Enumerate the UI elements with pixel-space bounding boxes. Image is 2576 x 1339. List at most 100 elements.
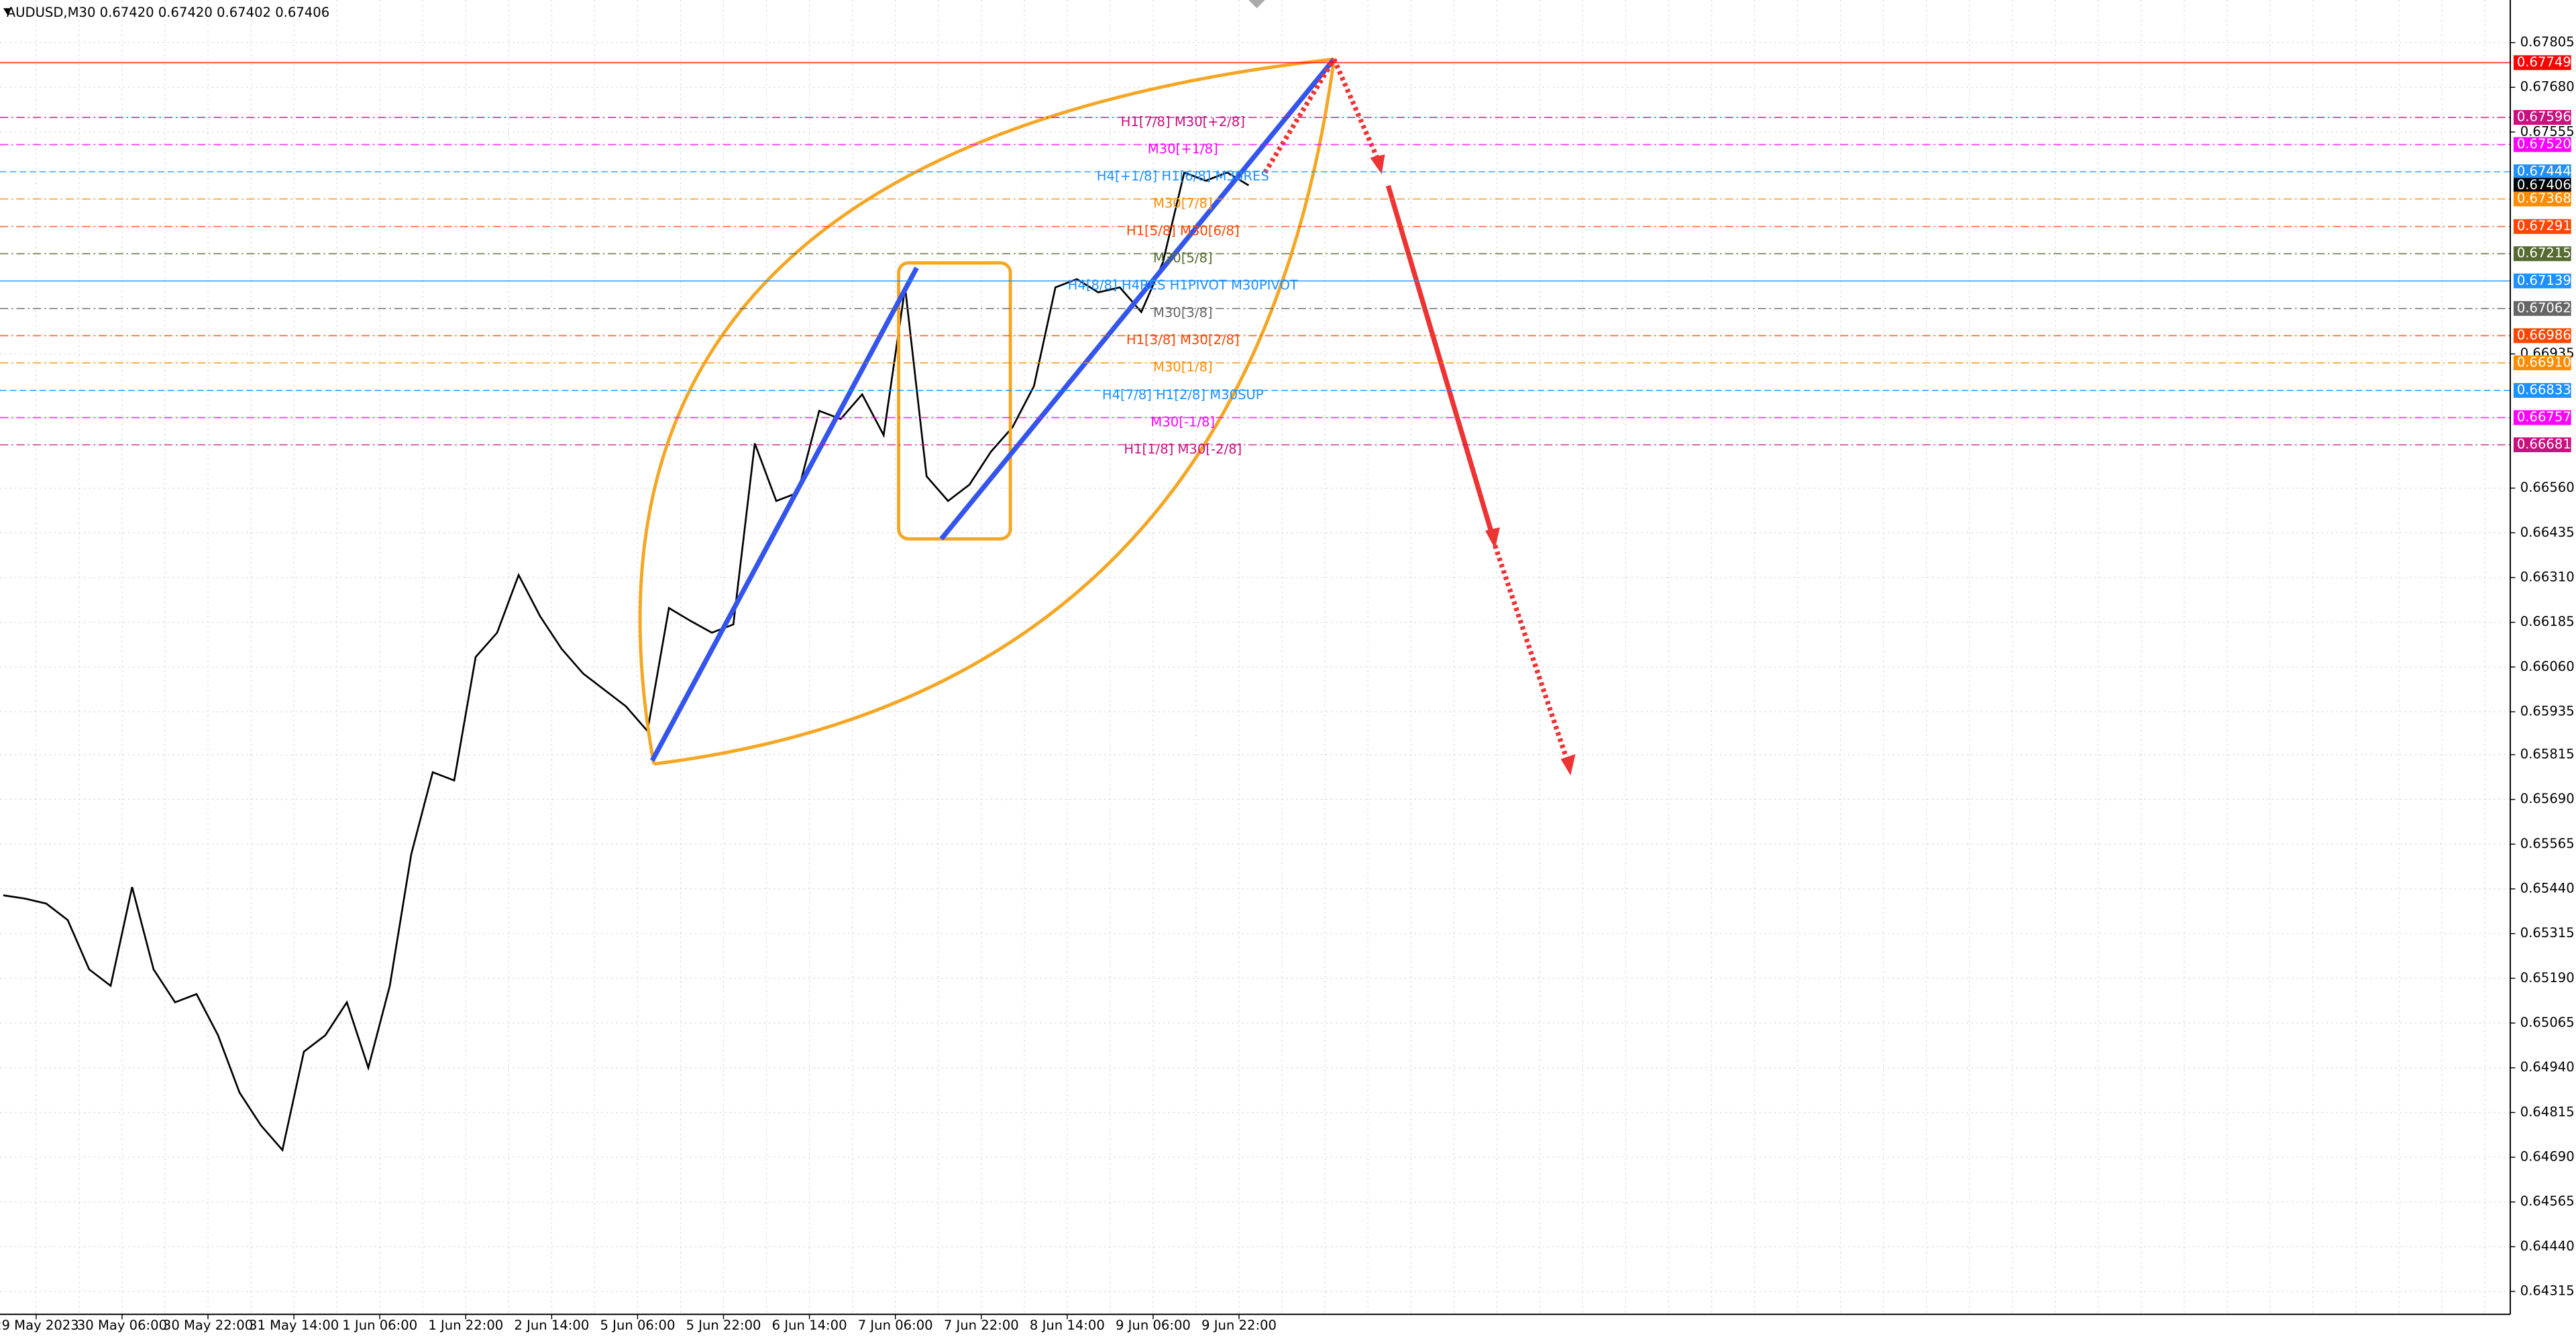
price-box-label: 0.67596 (2517, 109, 2571, 124)
title-marker (3, 8, 12, 15)
price-box-label: 0.67749 (2517, 54, 2571, 70)
price-box (2513, 164, 2571, 180)
price-box (2513, 382, 2571, 398)
level-label: M30[5/8] (1153, 250, 1213, 266)
level-label: H4[7/8] H1[2/8] M30SUP (1102, 387, 1264, 403)
y-tick-label: 0.66560 (2520, 480, 2575, 495)
arrow-solid (1385, 184, 1496, 540)
price-box-label: 0.67406 (2517, 177, 2571, 193)
price-box-label: 0.67520 (2517, 136, 2571, 152)
y-tick-label: 0.66310 (2520, 569, 2575, 584)
x-tick-label: 29 May 2023 (0, 1318, 79, 1333)
y-tick-label: 0.66185 (2520, 614, 2575, 629)
x-tick-label: 6 Jun 14:00 (772, 1318, 847, 1333)
level-label: M30[-1/8] (1150, 414, 1215, 429)
level-label: M30[3/8] (1153, 305, 1213, 321)
y-tick-label: 0.64440 (2520, 1238, 2575, 1254)
price-box (2513, 191, 2571, 207)
level-label: H1[3/8] M30[2/8] (1126, 332, 1240, 347)
price-box-label: 0.66910 (2517, 354, 2571, 370)
y-tick-label: 0.64940 (2520, 1059, 2575, 1075)
y-tick-label: 0.65065 (2520, 1015, 2575, 1030)
arrow-dotted (1263, 58, 1336, 174)
y-tick-label: 0.64815 (2520, 1104, 2575, 1120)
levels: 0.67749 H1[7/8] M30[+2/8] 0.67596 M30[+1/8]… (0, 54, 2571, 457)
y-tick-label: 0.64690 (2520, 1149, 2575, 1165)
level-label: H4[+1/8] H1[6/8] M30RES (1097, 168, 1269, 184)
price-box-label: 0.67291 (2517, 218, 2571, 233)
level-label: M30[1/8] (1153, 360, 1213, 375)
price-box-label: 0.67444 (2517, 164, 2571, 179)
price-box (2513, 301, 2571, 316)
level-label: M30[7/8] (1153, 195, 1213, 211)
price-box (2513, 437, 2571, 453)
range-box (897, 261, 1012, 541)
x-tick-label: 1 Jun 22:00 (428, 1318, 503, 1333)
arrow-head (1560, 754, 1576, 775)
price-box (2513, 273, 2571, 288)
price-box (2513, 219, 2571, 234)
y-tick-label: 0.67555 (2520, 123, 2575, 139)
level-label: H1[1/8] M30[-2/8] (1124, 441, 1242, 457)
x-tick-label: 9 Jun 06:00 (1116, 1318, 1191, 1333)
price-box (2513, 137, 2571, 152)
chart-title: AUDUSD,M30 0.67420 0.67420 0.67402 0.674… (7, 5, 329, 20)
arrow-dotted (1493, 544, 1572, 767)
trend-line (650, 266, 919, 762)
y-tick-label: 0.66060 (2520, 659, 2575, 674)
price-box-label: 0.67368 (2517, 191, 2571, 206)
y-tick-label: 0.64315 (2520, 1283, 2575, 1299)
x-tick-label: 2 Jun 14:00 (514, 1318, 589, 1333)
price-box (2513, 109, 2571, 125)
price-box-label: 0.67139 (2517, 272, 2571, 288)
y-tick-label: 0.65190 (2520, 970, 2575, 985)
price-box-label: 0.66757 (2517, 409, 2571, 425)
x-tick-label: 31 May 14:00 (249, 1318, 339, 1333)
price-box-label: 0.66833 (2517, 382, 2571, 397)
y-tick-label: 0.65440 (2520, 881, 2575, 896)
x-tick-label: 1 Jun 06:00 (342, 1318, 417, 1333)
y-tick-label: 0.65815 (2520, 746, 2575, 761)
price-box (2513, 246, 2571, 262)
arrow-head (1485, 527, 1500, 549)
x-tick-label: 30 May 22:00 (163, 1318, 253, 1333)
price-box (2513, 55, 2571, 70)
x-tick-label: 5 Jun 06:00 (600, 1318, 675, 1333)
y-tick-label: 0.65935 (2520, 703, 2575, 718)
x-tick-label: 30 May 06:00 (77, 1318, 167, 1333)
y-tick-label: 0.65315 (2520, 925, 2575, 941)
x-tick-label: 9 Jun 22:00 (1201, 1318, 1277, 1333)
price-box (2513, 410, 2571, 425)
x-tick-label: 7 Jun 06:00 (858, 1318, 933, 1333)
price-box-label: 0.66986 (2517, 327, 2571, 343)
price-box-label: 0.67062 (2517, 300, 2571, 315)
y-tick-label: 0.65565 (2520, 836, 2575, 851)
y-tick-label: 0.67805 (2520, 34, 2575, 50)
price-box-label: 0.67215 (2517, 246, 2571, 261)
price-box (2513, 178, 2571, 193)
y-tick-label: 0.65690 (2520, 791, 2575, 806)
price-box (2513, 355, 2571, 370)
level-label: H1[5/8] M30[6/8] (1126, 223, 1240, 239)
level-label: H4[8/8] H4RES H1PIVOT M30PIVOT (1068, 278, 1299, 293)
plot (3, 171, 1250, 1153)
trend-line (939, 57, 1336, 541)
x-tick-label: 7 Jun 22:00 (944, 1318, 1019, 1333)
arrow-head (1370, 154, 1385, 174)
arc-lower (653, 58, 1336, 766)
drawings (638, 57, 1576, 775)
price-box-label: 0.66681 (2517, 437, 2571, 452)
y-tick-label: 0.64565 (2520, 1193, 2575, 1209)
y-tick-label: 0.67680 (2520, 79, 2575, 95)
x-tick-label: 5 Jun 22:00 (686, 1318, 761, 1333)
level-label: M30[+1/8] (1148, 141, 1218, 156)
level-label: H1[7/8] M30[+2/8] (1121, 114, 1245, 129)
arc-upper (638, 57, 1334, 765)
shift-marker (1248, 0, 1265, 9)
x-tick-label: 8 Jun 14:00 (1030, 1318, 1105, 1333)
price-line (3, 171, 1250, 1153)
